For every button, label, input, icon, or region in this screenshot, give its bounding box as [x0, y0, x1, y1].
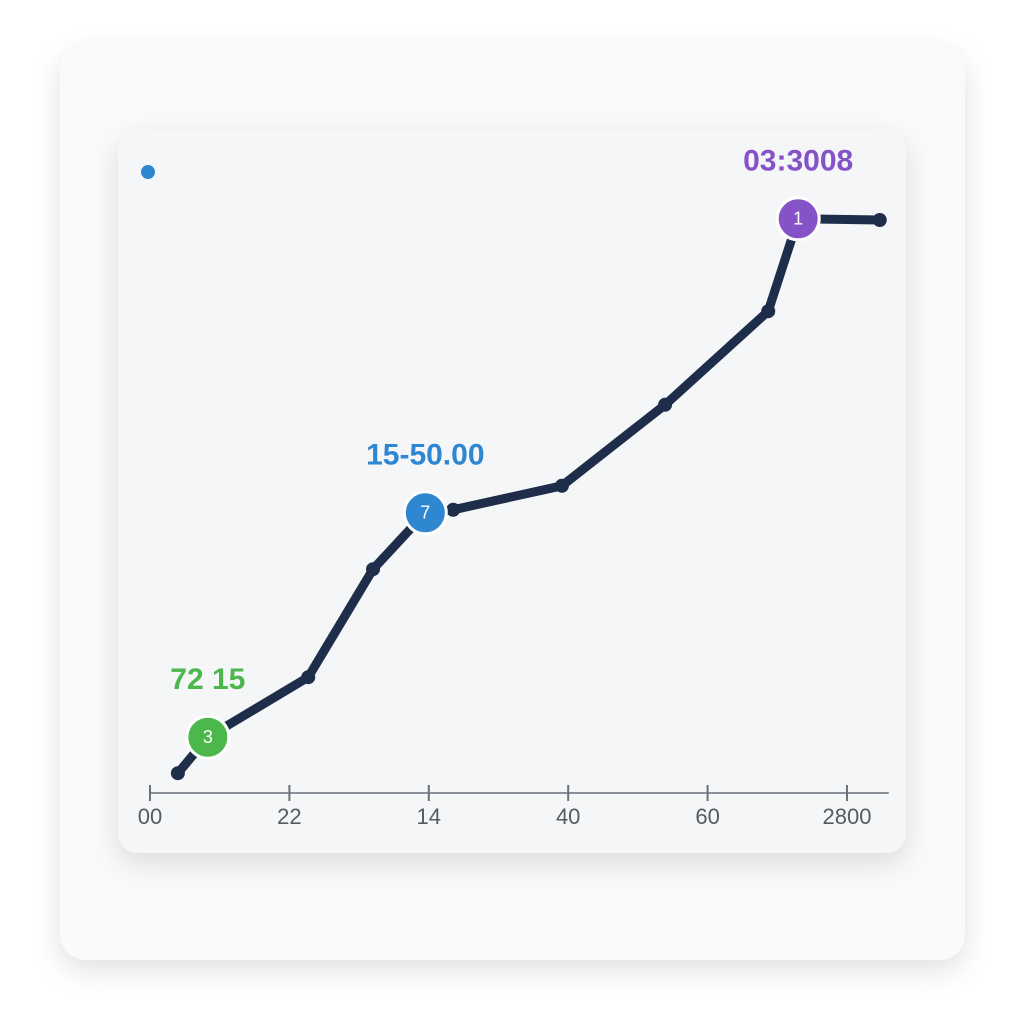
annotation-badge-label: 7	[420, 503, 430, 523]
x-tick-label: 60	[695, 804, 719, 829]
annotation-badge	[775, 196, 821, 242]
annotation-badge	[402, 490, 448, 536]
point	[658, 397, 673, 412]
point	[761, 304, 776, 319]
annotation-label: 15-50.00	[366, 439, 484, 472]
annotation-label: 72 15	[170, 663, 245, 696]
annotation-badge	[185, 714, 231, 760]
point	[366, 562, 381, 577]
annotation-badge-label: 3	[203, 727, 213, 747]
annotation-badge-label: 1	[793, 209, 803, 229]
x-tick-label: 2800	[823, 804, 872, 829]
point	[872, 213, 887, 227]
annotation-label: 03:3008	[743, 145, 853, 178]
point	[554, 478, 569, 493]
x-tick-label: 22	[277, 804, 301, 829]
point	[301, 670, 316, 685]
x-tick-label: 14	[417, 804, 441, 829]
x-tick-label: 40	[556, 804, 580, 829]
x-tick-label: 00	[138, 804, 162, 829]
point	[170, 766, 185, 781]
point	[446, 502, 461, 517]
plot: 00 22 14 40 60 2800 3 72 15 7 15-50.00 1 03:3008	[138, 145, 889, 829]
status-dot	[141, 165, 155, 179]
